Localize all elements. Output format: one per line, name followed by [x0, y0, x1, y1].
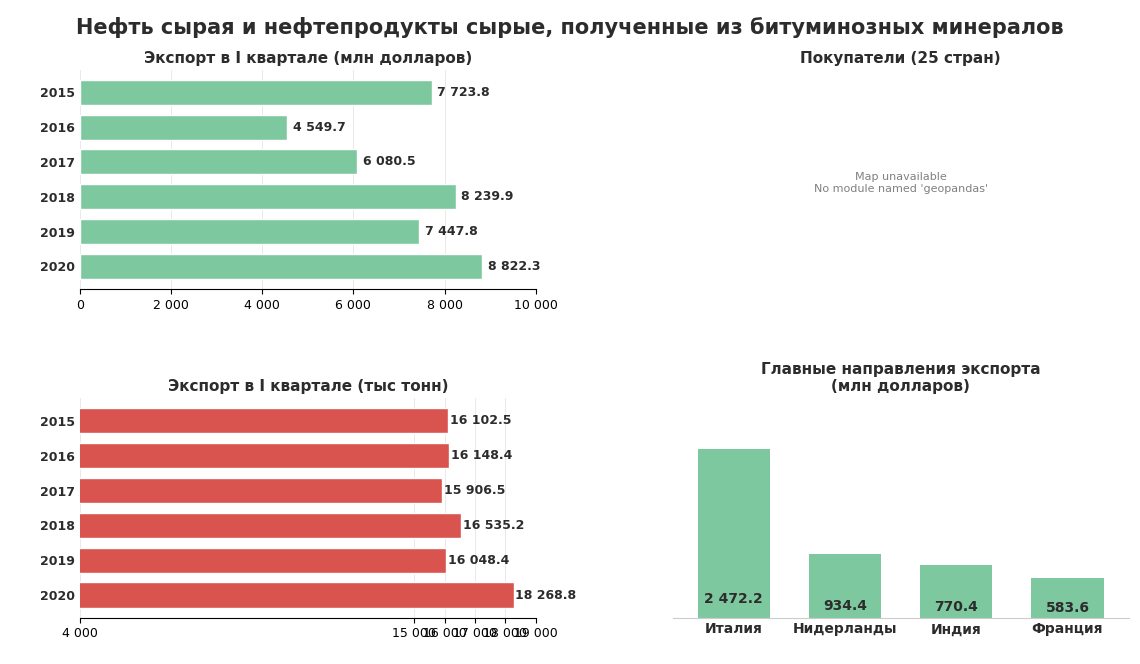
Text: 15 906.5: 15 906.5	[443, 484, 505, 497]
Text: 8 822.3: 8 822.3	[488, 260, 540, 273]
Text: 18 268.8: 18 268.8	[515, 588, 577, 602]
Text: 4 549.7: 4 549.7	[293, 121, 345, 133]
Bar	[80, 184, 456, 209]
Bar	[80, 149, 357, 175]
Text: 583.6: 583.6	[1045, 601, 1090, 615]
Text: 2 472.2: 2 472.2	[705, 592, 763, 606]
Text: 6 080.5: 6 080.5	[363, 155, 415, 169]
Bar	[920, 565, 992, 618]
Text: Map unavailable
No module named 'geopandas': Map unavailable No module named 'geopand…	[814, 172, 987, 194]
Text: 16 148.4: 16 148.4	[451, 450, 512, 462]
Bar	[0, 582, 514, 608]
Title: Экспорт в I квартале (тыс тонн): Экспорт в I квартале (тыс тонн)	[168, 379, 448, 394]
Bar	[80, 219, 420, 244]
Bar	[809, 554, 881, 618]
Text: 7 447.8: 7 447.8	[425, 225, 478, 238]
Bar	[0, 443, 449, 468]
Text: 8 239.9: 8 239.9	[461, 190, 513, 203]
Bar	[0, 478, 442, 503]
Bar	[80, 254, 482, 279]
Bar	[0, 408, 448, 434]
Text: Нефть сырая и нефтепродукты сырые, полученные из битуминозных минералов: Нефть сырая и нефтепродукты сырые, получ…	[76, 17, 1064, 38]
Text: 16 535.2: 16 535.2	[463, 519, 524, 532]
Title: Покупатели (25 стран): Покупатели (25 стран)	[800, 50, 1001, 66]
Bar	[80, 80, 432, 105]
Bar	[698, 449, 770, 618]
Title: Главные направления экспорта
(млн долларов): Главные направления экспорта (млн доллар…	[760, 362, 1041, 394]
Title: Экспорт в I квартале (млн долларов): Экспорт в I квартале (млн долларов)	[144, 50, 472, 66]
Text: 7 723.8: 7 723.8	[438, 86, 490, 99]
Bar	[0, 548, 446, 573]
Text: 16 048.4: 16 048.4	[448, 554, 510, 566]
Bar	[0, 513, 461, 538]
Bar	[80, 114, 287, 139]
Bar	[1032, 578, 1104, 618]
Text: 16 102.5: 16 102.5	[449, 414, 511, 428]
Text: 770.4: 770.4	[935, 600, 978, 614]
Text: 934.4: 934.4	[823, 599, 868, 613]
